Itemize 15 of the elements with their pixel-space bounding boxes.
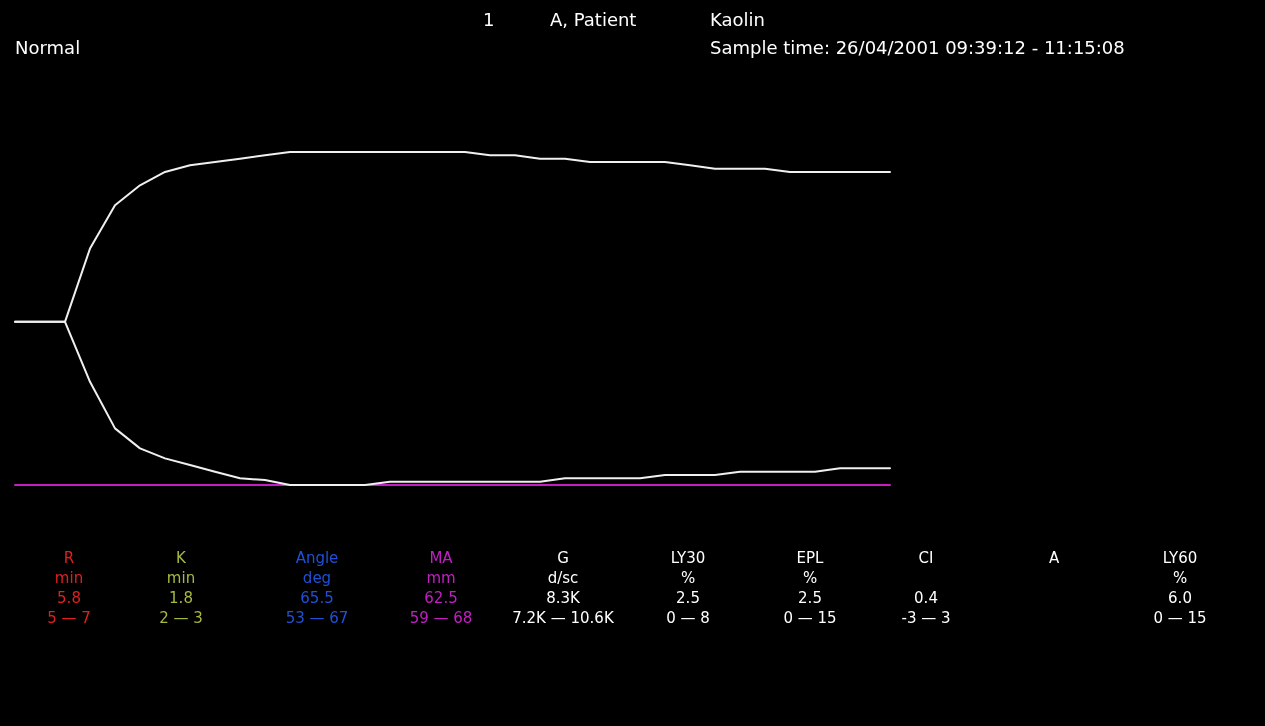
- text: Angle deg 65.5 53 — 67: [285, 549, 349, 627]
- text: Kaolin: [710, 8, 765, 30]
- text: 1: [483, 8, 495, 30]
- text: A: [1048, 549, 1060, 567]
- text: R min 5.8 5 — 7: [47, 549, 91, 627]
- text: K min 1.8 2 — 3: [159, 549, 203, 627]
- text: G d/sc 8.3K 7.2K — 10.6K: [512, 549, 615, 627]
- text: Normal: [15, 36, 81, 58]
- text: CI 0.4 -3 — 3: [901, 549, 951, 627]
- text: Sample time: 26/04/2001 09:39:12 - 11:15:08: [710, 36, 1125, 58]
- text: LY30 % 2.5 0 — 8: [666, 549, 710, 627]
- text: A, Patient: [550, 8, 637, 30]
- text: EPL % 2.5 0 — 15: [783, 549, 837, 627]
- text: MA mm 62.5 59 — 68: [409, 549, 473, 627]
- text: LY60 % 6.0 0 — 15: [1153, 549, 1207, 627]
